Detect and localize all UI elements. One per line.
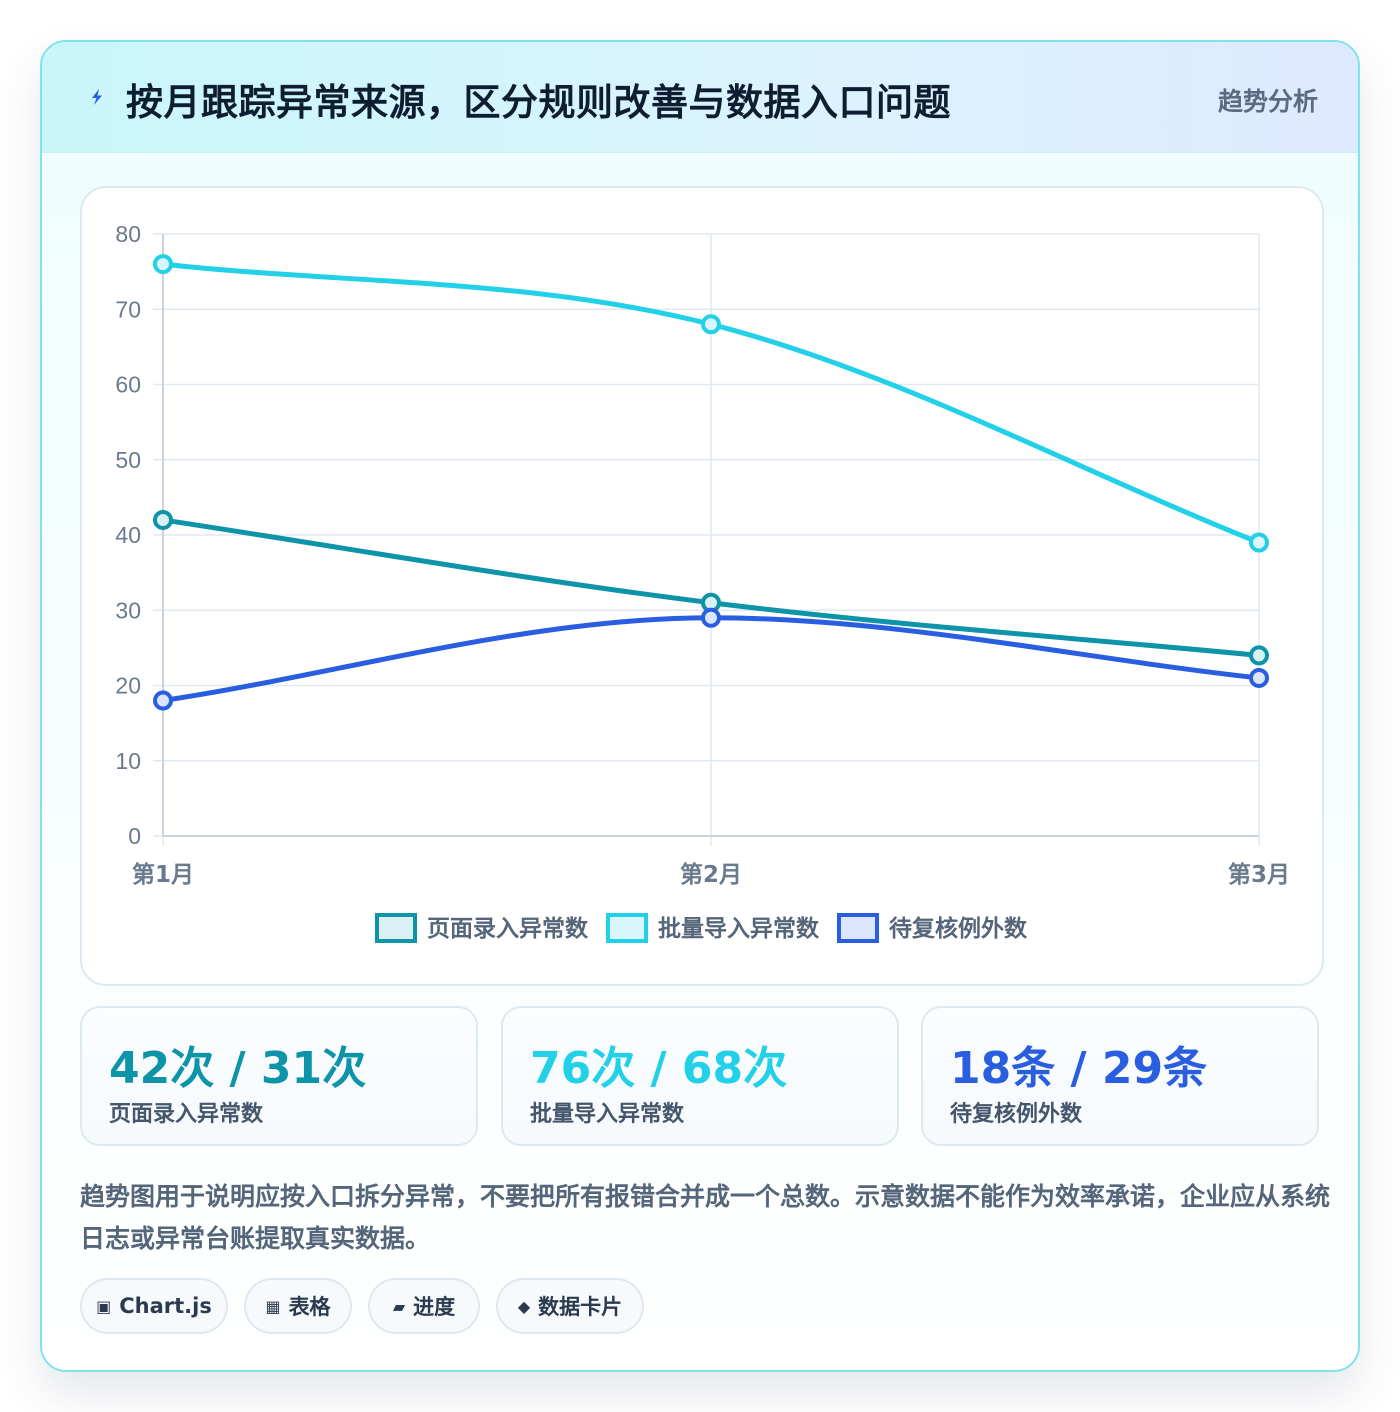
y-tick-label: 30 (115, 597, 141, 623)
legend-label: 批量导入异常数 (658, 916, 820, 942)
diamond-icon: ◆ (517, 1296, 531, 1316)
stat-card-pending-review: 18条 / 29条 待复核例外数 (921, 1006, 1319, 1146)
tag-table[interactable]: ▦ 表格 (244, 1278, 352, 1334)
y-tick-label: 0 (128, 823, 141, 849)
tag-label: 进度 (413, 1295, 456, 1319)
legend-swatch (606, 913, 648, 943)
page-title: 按月跟踪异常来源，区分规则改善与数据入口问题 (126, 81, 951, 124)
data-point-series-2 (1249, 532, 1269, 553)
tag-label: 数据卡片 (538, 1295, 623, 1319)
legend-swatch (375, 913, 417, 943)
data-point-series-2 (701, 314, 721, 335)
y-tick-label: 70 (115, 296, 141, 322)
stat-card-page-entry: 42次 / 31次 页面录入异常数 (80, 1006, 478, 1146)
data-point-series-3 (701, 607, 721, 628)
legend-label: 待复核例外数 (889, 915, 1028, 942)
y-tick-label: 50 (115, 447, 141, 473)
trend-card: 按月跟踪异常来源，区分规则改善与数据入口问题 趋势分析 0 10 20 30 40 50 6… (40, 40, 1360, 1372)
lightning-icon (92, 89, 102, 105)
card-header: 按月跟踪异常来源，区分规则改善与数据入口问题 趋势分析 (42, 42, 1358, 153)
tag-data-card[interactable]: ◆ 数据卡片 (496, 1278, 644, 1334)
chart-panel: 0 10 20 30 40 50 60 70 80 第1月 第2月 第3月页面录入异常数 批量导入异常数… (80, 186, 1324, 986)
stat-label: 批量导入异常数 (530, 1102, 685, 1127)
chart-note: 趋势图用于说明应按入口拆分异常，不要把所有报错合并成一个总数。示意数据不能作为效… (80, 1182, 1331, 1253)
x-tick-label: 第1月 (132, 861, 194, 888)
data-point-series-2 (153, 254, 173, 275)
stat-card-batch-import: 76次 / 68次 批量导入异常数 (501, 1006, 899, 1146)
data-point-series-1 (153, 509, 173, 530)
chart-icon: ▣ (96, 1296, 112, 1316)
x-tick-label: 第2月 (680, 861, 742, 888)
y-tick-label: 60 (115, 372, 141, 398)
tag-progress[interactable]: ▰ 进度 (368, 1278, 480, 1334)
data-point-series-3 (1249, 667, 1269, 688)
stat-value: 18条 / 29条 (950, 1043, 1208, 1094)
y-tick-label: 40 (115, 522, 141, 548)
tag-chartjs[interactable]: ▣ Chart.js (80, 1278, 228, 1334)
legend-label: 页面录入异常数 (427, 916, 589, 942)
stat-value: 76次 / 68次 (530, 1043, 788, 1094)
header-tag: 趋势分析 (1217, 87, 1318, 116)
data-point-series-3 (153, 690, 173, 711)
stat-label: 页面录入异常数 (109, 1102, 264, 1127)
y-tick-label: 20 (115, 673, 141, 699)
y-tick-label: 80 (115, 221, 141, 247)
legend-swatch (837, 913, 879, 943)
tag-label: 表格 (288, 1295, 331, 1319)
tag-label: Chart.js (119, 1294, 212, 1318)
x-tick-label: 第3月 (1228, 861, 1290, 888)
stat-label: 待复核例外数 (950, 1102, 1083, 1127)
stat-value: 42次 / 31次 (109, 1043, 367, 1094)
y-tick-label: 10 (115, 748, 141, 774)
data-point-series-1 (1249, 645, 1269, 666)
table-icon: ▦ (265, 1296, 281, 1316)
progress-icon: ▰ (392, 1296, 406, 1316)
